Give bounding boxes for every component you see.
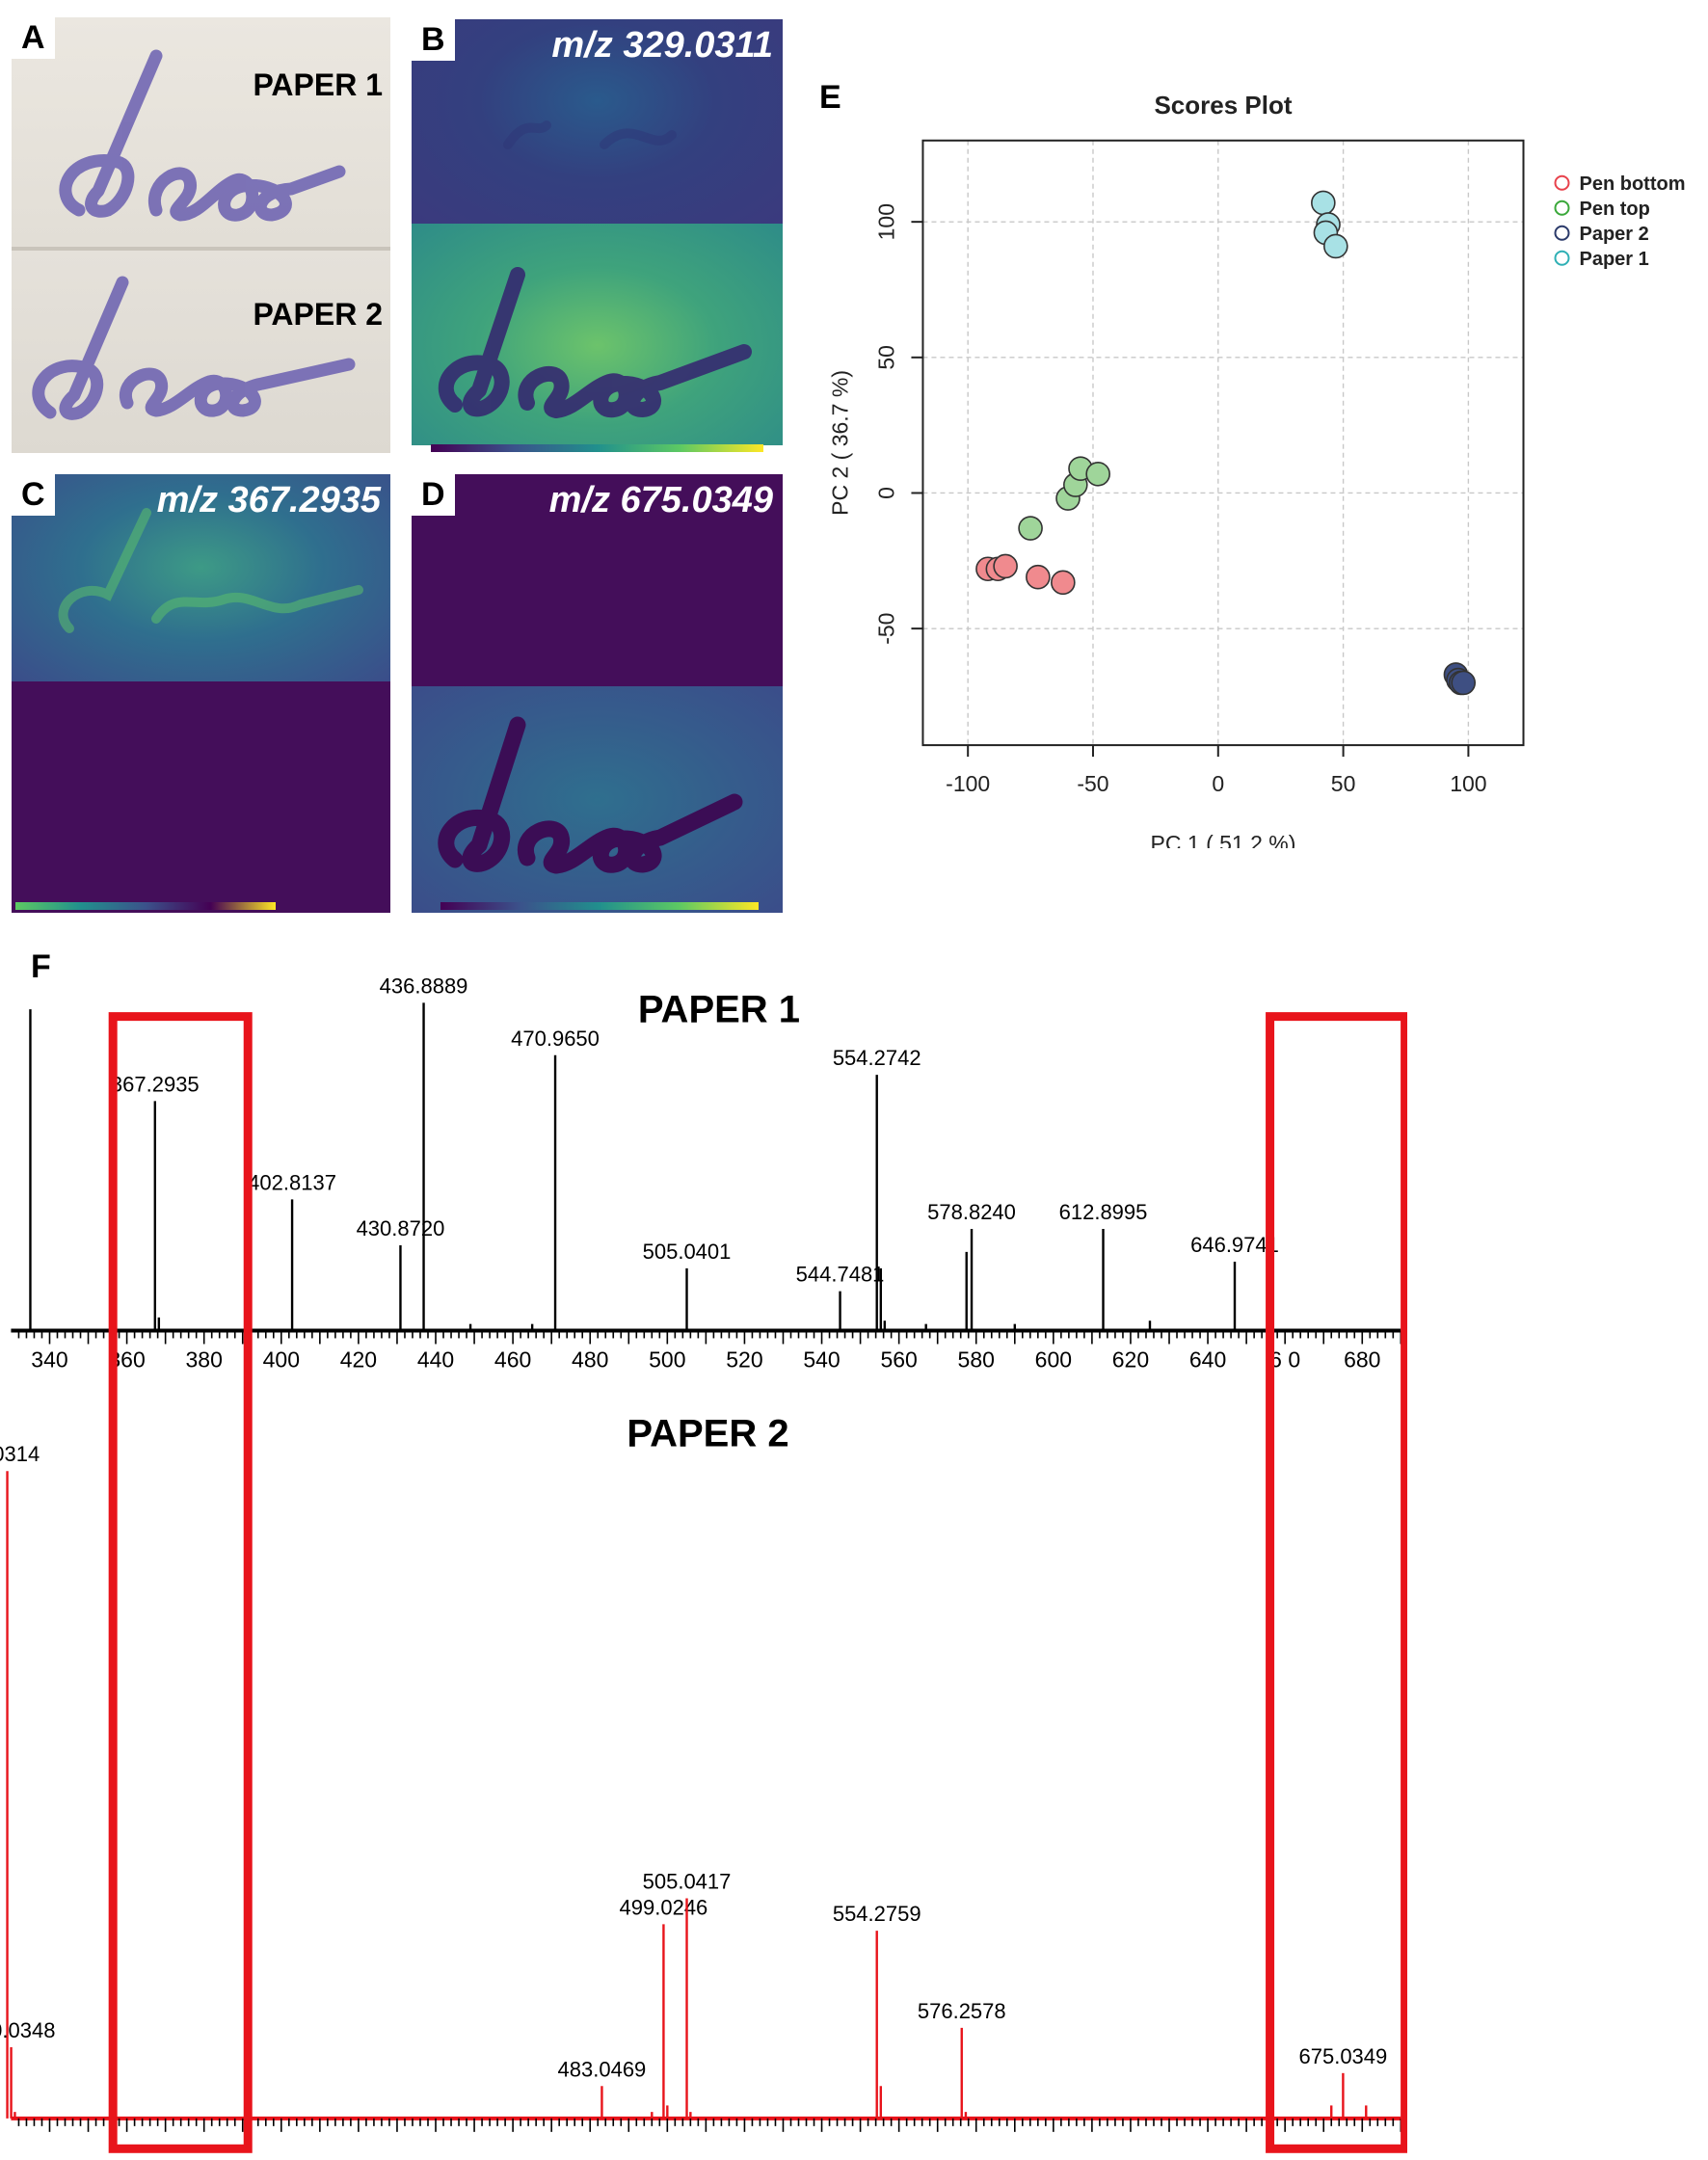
- scatter-point-pen-top: [1085, 461, 1110, 487]
- legend-label: Paper 1: [1580, 249, 1649, 270]
- y-tick-label: -50: [873, 613, 898, 645]
- spectrum-title-paper1: PAPER 1: [638, 988, 800, 1030]
- scatter-point-pen-bottom: [1026, 564, 1051, 590]
- mz-tick-label: 620: [1112, 1347, 1149, 1372]
- paper1-peak-label: 578.8240: [927, 1200, 1016, 1224]
- panel-d-image: D m/z 675.0349: [412, 474, 783, 913]
- panel-b-image: B m/z 329.0311: [412, 19, 783, 455]
- paper2-peak-label: 499.0246: [620, 1895, 708, 1919]
- legend-marker: [1554, 174, 1570, 191]
- mz-tick-label: 680: [1344, 1347, 1380, 1372]
- mz-tick-label: 420: [340, 1347, 377, 1372]
- highlight-box-367: [108, 1012, 253, 2153]
- paper1-peak-label: 544.7481: [796, 1263, 885, 1287]
- x-axis-label: PC 1 ( 51.2 %): [1151, 831, 1296, 848]
- colorbar-d: [440, 902, 759, 910]
- leo-absence-paper2: [438, 716, 743, 874]
- mz-label-c: m/z 367.2935: [156, 480, 381, 520]
- legend-marker: [1554, 225, 1570, 241]
- highlight-box-675: [1266, 1012, 1407, 2153]
- mz-tick-label: 580: [958, 1347, 995, 1372]
- scatter-point-pen-top: [1018, 516, 1043, 541]
- handwriting-leo-paper1: [32, 49, 356, 420]
- mz-tick-label: 600: [1035, 1347, 1072, 1372]
- paper2-peak-label: 675.0349: [1299, 2044, 1388, 2068]
- legend-label: Pen top: [1580, 199, 1650, 220]
- colorbar-c: [15, 902, 276, 910]
- x-tick-label: -100: [946, 771, 990, 796]
- mz-tick-label: 500: [649, 1347, 685, 1372]
- mz-tick-label: 440: [417, 1347, 454, 1372]
- y-tick-label: 50: [873, 345, 898, 370]
- panel-letter-a: A: [12, 17, 55, 59]
- paper2-peak-label: 483.0469: [558, 2057, 647, 2081]
- scatter-point-pen-bottom: [1051, 570, 1076, 596]
- paper1-label: PAPER 1: [253, 67, 383, 102]
- panel-letter-b: B: [412, 19, 455, 61]
- y-tick-label: 100: [873, 203, 898, 240]
- x-tick-label: 100: [1450, 771, 1486, 796]
- mz-tick-label: 400: [263, 1347, 300, 1372]
- scores-plot-title: Scores Plot: [1154, 91, 1292, 120]
- y-tick-label: 0: [873, 487, 898, 499]
- legend-label: Paper 2: [1580, 224, 1649, 245]
- panel-a-photo: A PAPER 1 PAPER 2: [12, 17, 390, 453]
- mz-tick-label: 540: [803, 1347, 840, 1372]
- panel-c-image: C m/z 367.2935: [12, 474, 390, 913]
- panel-letter-e: E: [810, 77, 851, 119]
- mz-tick-label: 380: [186, 1347, 223, 1372]
- mz-tick-label: 560: [880, 1347, 917, 1372]
- paper2-peak-label: 9.0314: [0, 1442, 40, 1466]
- paper1-peak-label: 470.9650: [511, 1027, 600, 1051]
- paper1-peak-label: 554.2742: [833, 1046, 921, 1070]
- colorbar-b: [431, 444, 763, 452]
- x-tick-label: -50: [1077, 771, 1108, 796]
- scatter-point-pen-bottom: [993, 553, 1018, 579]
- scatter-point-paper-2: [1451, 670, 1477, 696]
- paper1-peak-label: 367.2935: [111, 1072, 200, 1096]
- mz-label-d: m/z 675.0349: [548, 480, 773, 520]
- x-tick-label: 0: [1212, 771, 1224, 796]
- mz-label-b: m/z 329.0311: [551, 25, 773, 66]
- paper2-label: PAPER 2: [253, 297, 383, 332]
- paper1-peak-label: 646.9741: [1190, 1233, 1279, 1257]
- legend-marker: [1554, 200, 1570, 216]
- legend-marker: [1554, 250, 1570, 266]
- leo-faint-signal-paper1: [58, 508, 363, 633]
- paper2-peak-label: 505.0417: [643, 1869, 732, 1893]
- leo-signal-paper2: [438, 120, 752, 418]
- mz-tick-label: 460: [494, 1347, 531, 1372]
- scatter-point-paper-1: [1311, 190, 1336, 216]
- mz-tick-label: 480: [572, 1347, 608, 1372]
- paper2-peak-label: 576.2578: [918, 1999, 1006, 2023]
- mz-tick-label: 520: [726, 1347, 762, 1372]
- panel-letter-f: F: [21, 947, 61, 988]
- mz-tick-label: 340: [31, 1347, 67, 1372]
- plot-frame: [921, 139, 1525, 747]
- paper1-peak-label: 505.0401: [643, 1240, 732, 1264]
- paper1-peak-label: 430.8720: [357, 1216, 445, 1240]
- paper2-peak-label: 554.2759: [833, 1902, 921, 1926]
- mz-tick-label: 640: [1189, 1347, 1226, 1372]
- x-tick-label: 50: [1331, 771, 1356, 796]
- scores-plot: Scores Plot -100 -50 0 50 100 -50 0 50 100 PC 1 ( …: [827, 91, 1686, 848]
- paper1-peak-label: 436.8889: [380, 973, 468, 998]
- legend-label: Pen bottom: [1580, 173, 1686, 195]
- panel-letter-c: C: [12, 474, 55, 516]
- paper2-peak-label: 330.0348: [0, 2018, 55, 2042]
- spectrum-title-paper2: PAPER 2: [627, 1412, 788, 1454]
- paper1-peak-label: 402.8137: [248, 1170, 336, 1194]
- scatter-point-paper-1: [1323, 233, 1348, 259]
- y-axis-label: PC 2 ( 36.7 %): [827, 370, 852, 516]
- mz-tick-label: 6 0: [1269, 1347, 1300, 1372]
- paper1-peak-label: 612.8995: [1059, 1200, 1148, 1224]
- panel-letter-d: D: [412, 474, 455, 516]
